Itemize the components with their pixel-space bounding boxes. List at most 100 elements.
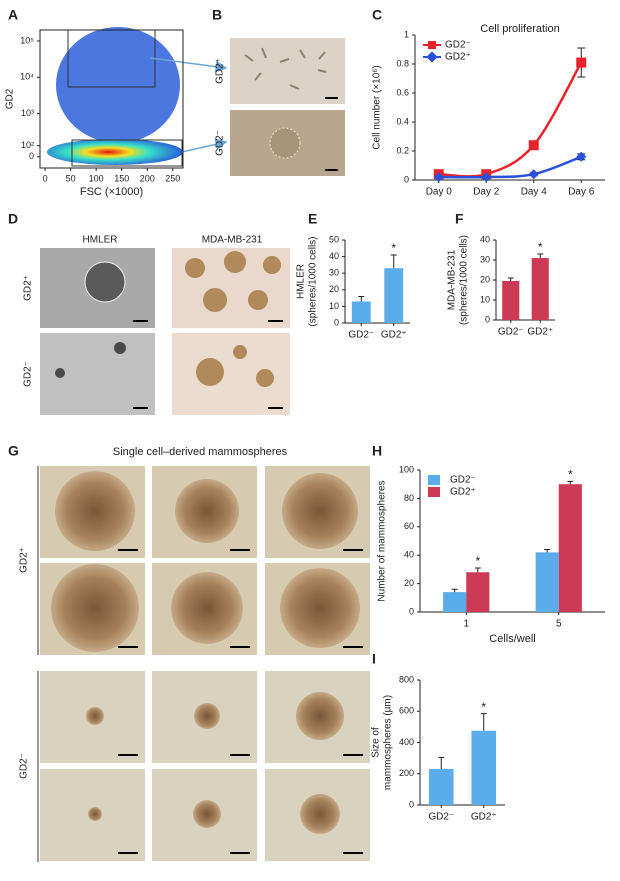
- panel-letter: G: [8, 443, 19, 459]
- panel-letter: A: [8, 7, 18, 23]
- x-tick-label: 5: [556, 619, 562, 630]
- x-tick-label: GD2⁺: [527, 327, 553, 338]
- sphere: [55, 471, 135, 551]
- panel-title: Single cell–derived mammospheres: [113, 446, 288, 458]
- cloud: [56, 27, 180, 143]
- marker: [576, 57, 587, 68]
- error-bar: [544, 549, 551, 553]
- marker: [528, 169, 539, 180]
- sphere: [194, 703, 220, 729]
- colony: [269, 127, 301, 159]
- photo: [230, 38, 345, 104]
- error-bar: [390, 254, 397, 269]
- column-label: MDA-MB-231: [202, 235, 263, 246]
- sphere: [296, 692, 344, 740]
- sphere: [280, 568, 360, 648]
- significance: *: [568, 468, 573, 482]
- plot-frame: [39, 29, 184, 169]
- sphere: [171, 572, 243, 644]
- y-tick-label: 0.8: [396, 58, 409, 68]
- y-tick-label: 0.4: [396, 116, 409, 126]
- x-tick-label: 100: [89, 173, 104, 183]
- legend-swatch: [428, 475, 440, 485]
- arrow: [149, 57, 228, 73]
- y-tick-label: 40: [480, 234, 490, 244]
- y-tick-label: 1: [404, 29, 409, 39]
- sphere: [51, 564, 139, 652]
- photos-b: [230, 38, 345, 176]
- panel-letter: I: [372, 651, 376, 667]
- y-tick-label: 40: [329, 251, 339, 261]
- sphere: [193, 800, 221, 828]
- dense-band: [47, 139, 183, 165]
- x-tick-label: 250: [165, 173, 180, 183]
- x-tick-label: 150: [114, 173, 129, 183]
- y-tick-label: 30: [480, 254, 490, 264]
- error-bar: [358, 295, 365, 302]
- bar: [471, 730, 497, 805]
- y-tick-label: 0: [334, 317, 339, 327]
- y-axis-label: (spheres/1000 cells): [459, 235, 470, 325]
- x-tick-label: GD2⁺: [471, 812, 497, 823]
- error-bar: [567, 480, 574, 485]
- y-axis-label: Size of: [371, 727, 382, 758]
- y-axis-label: Number of mammospheres: [377, 480, 388, 601]
- x-tick-label: Day 0: [426, 187, 453, 198]
- bar: [351, 301, 371, 323]
- row-label: GD2⁻: [19, 753, 30, 779]
- error-bar: [438, 756, 445, 770]
- x-tick-label: GD2⁺: [381, 330, 407, 341]
- x-tick-label: 1: [463, 619, 469, 630]
- y-axis-label: mammospheres (μm): [383, 695, 394, 790]
- chart-title: Cell proliferation: [480, 23, 559, 35]
- y-tick-label: 60: [404, 521, 414, 531]
- row-label: GD2⁺: [19, 547, 30, 573]
- y-tick-label: 100: [399, 464, 414, 474]
- error-bar: [507, 277, 514, 281]
- line: [438, 155, 582, 179]
- bar: [531, 258, 549, 320]
- legend-label: GD2⁻: [445, 40, 471, 51]
- y-tick-label: 0: [409, 606, 414, 616]
- error-bar: [480, 713, 487, 731]
- legend-label: GD2⁺: [445, 52, 471, 63]
- bar: [443, 592, 467, 612]
- y-tick-label: 80: [404, 493, 414, 503]
- flow-cloud: [47, 27, 228, 167]
- legend-swatch: [428, 487, 440, 497]
- y-tick-label: 200: [399, 768, 414, 778]
- y-tick-label: 600: [399, 706, 414, 716]
- y-tick-label: 50: [329, 234, 339, 244]
- bar: [535, 552, 559, 612]
- x-tick-label: 0: [43, 173, 48, 183]
- x-tick-label: Day 2: [473, 187, 500, 198]
- x-tick-label: Day 4: [521, 187, 548, 198]
- scale-bars: [133, 320, 283, 409]
- y-tick-label: 10²: [21, 140, 34, 150]
- y-axis-label: GD2: [5, 88, 16, 109]
- error-bar: [537, 253, 544, 258]
- x-axis-label: FSC (×1000): [80, 186, 143, 198]
- y-tick-label: 0.6: [396, 87, 409, 97]
- panel-letter: H: [372, 443, 382, 459]
- panel-letter: B: [212, 7, 222, 23]
- x-tick-label: GD2⁻: [428, 812, 454, 823]
- y-tick-label: 10⁵: [20, 35, 34, 45]
- y-tick-label: 10: [480, 294, 490, 304]
- y-tick-label: 40: [404, 550, 414, 560]
- x-tick-label: 50: [66, 173, 76, 183]
- y-tick-label: 20: [480, 274, 490, 284]
- y-axis-label: HMLER: [296, 264, 307, 299]
- sphere: [84, 261, 126, 303]
- x-tick-label: GD2⁻: [348, 330, 374, 341]
- y-tick-label: 10: [329, 301, 339, 311]
- spheres: [185, 251, 281, 312]
- y-tick-label: 0.2: [396, 145, 409, 155]
- x-tick-label: 200: [140, 173, 155, 183]
- spheres: [55, 342, 126, 378]
- arrow: [181, 138, 228, 153]
- sphere: [175, 479, 239, 543]
- bar: [558, 484, 582, 612]
- photos-d: [40, 248, 290, 415]
